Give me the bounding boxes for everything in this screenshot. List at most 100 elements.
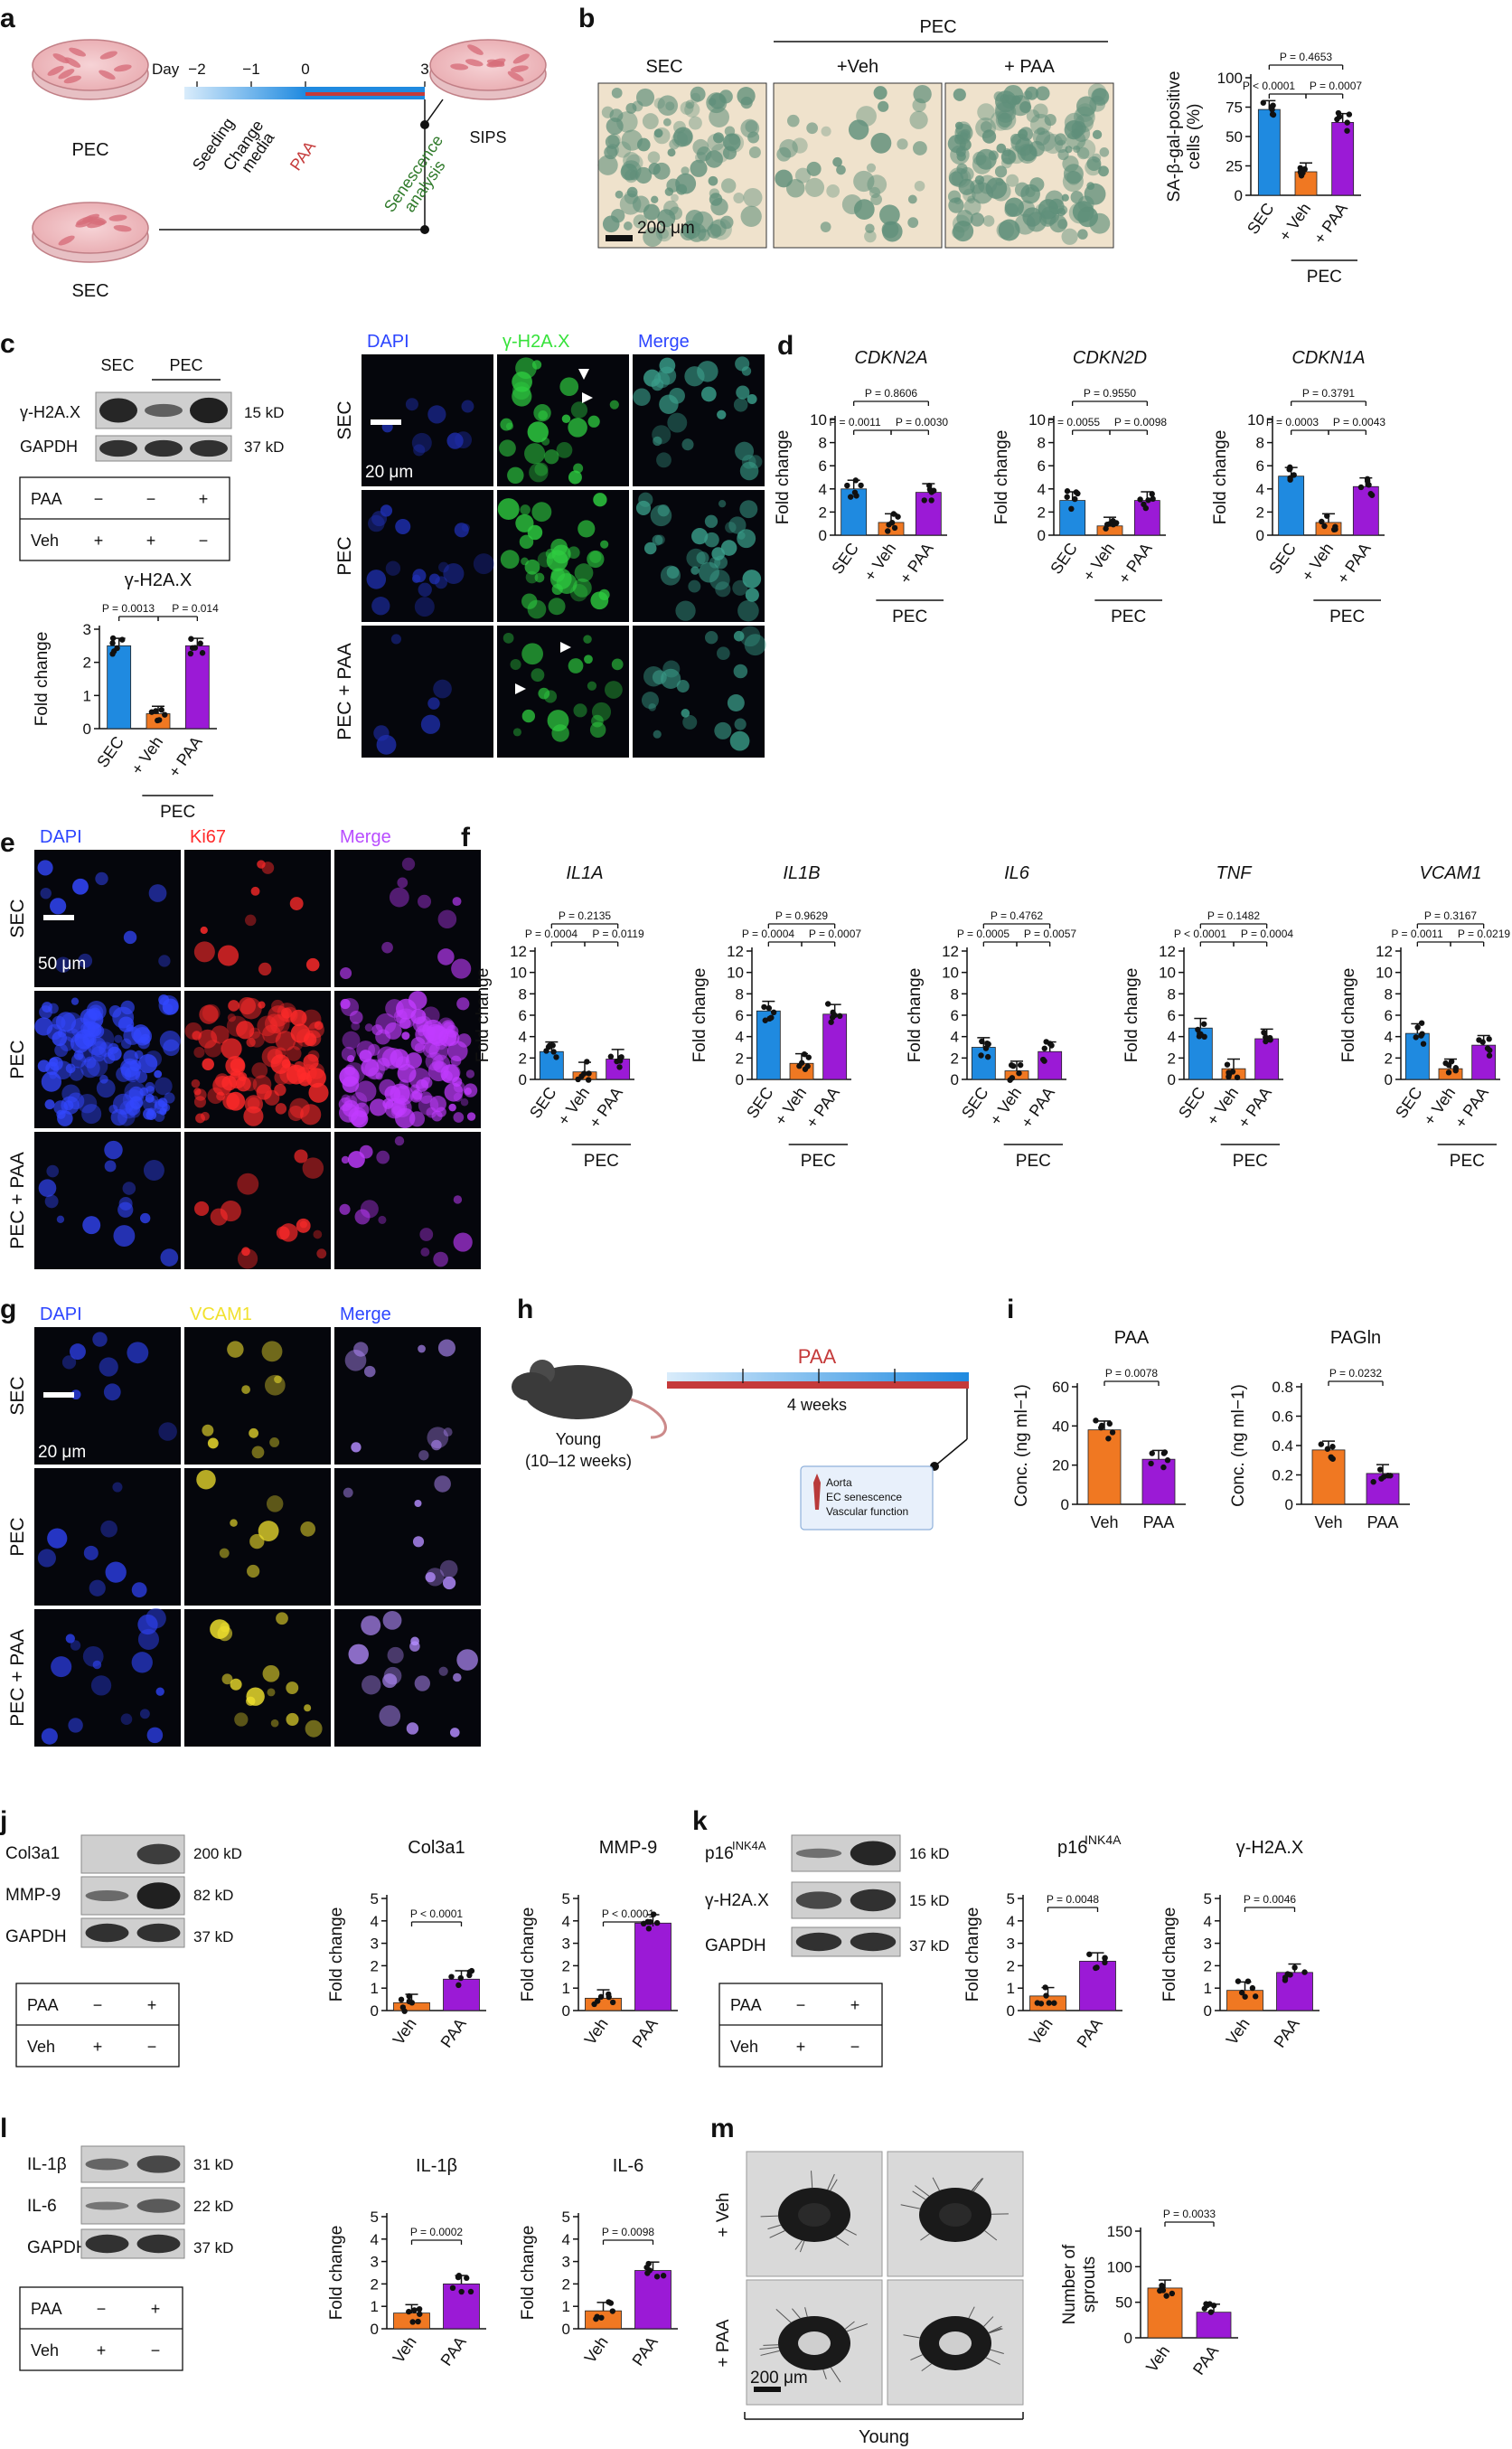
data-point: [1102, 1954, 1108, 1961]
cell: [414, 597, 435, 617]
cell-shape: [47, 65, 64, 76]
cell: [953, 221, 974, 242]
cell: [146, 1086, 155, 1095]
connector: [934, 1438, 968, 1467]
data-point: [982, 1045, 990, 1051]
cell: [720, 540, 737, 556]
y-tick-label: 4: [1256, 481, 1264, 498]
bar-chart-d1: 0 2 4 6 8 10 Fold change SEC+ Veh+ PAA CDKN2A P =…: [774, 348, 948, 626]
y-tick-label: 8: [819, 435, 827, 452]
cell: [573, 703, 587, 718]
y-tick-label: 0: [1007, 2002, 1015, 2020]
cell: [196, 1469, 216, 1490]
y-tick-label: 4: [371, 2231, 379, 2248]
cell: [853, 170, 875, 193]
cell: [341, 1094, 351, 1104]
cell: [342, 1076, 360, 1093]
sprout: [984, 2230, 998, 2241]
cell: [856, 106, 877, 127]
panel-letter: c: [0, 329, 15, 359]
image-border: [944, 82, 1114, 249]
data-point: [660, 2273, 667, 2279]
data-point: [1332, 526, 1338, 532]
x-tick-label: PAA: [1073, 2015, 1105, 2051]
bar: [1257, 108, 1281, 196]
cell: [848, 119, 869, 140]
x-tick-label: PAA: [437, 2333, 469, 2369]
blot-band: [136, 1843, 181, 1865]
cell: [958, 178, 975, 195]
cell: [353, 1342, 369, 1357]
data-point: [575, 1076, 581, 1083]
y-tick-label: 5: [371, 2209, 379, 2226]
cell: [453, 1232, 473, 1252]
cell: [779, 138, 798, 158]
p-value: P = 0.0119: [592, 928, 644, 940]
cell: [747, 393, 757, 404]
cell: [832, 156, 842, 167]
blot-strip: [80, 2187, 185, 2225]
blot-strip: [80, 1876, 185, 1916]
cell: [655, 224, 673, 242]
cell: [524, 443, 546, 465]
cell: [982, 215, 995, 227]
cell: [202, 1058, 214, 1070]
y-tick-label: 150: [1107, 2223, 1132, 2240]
bar: [1331, 121, 1355, 196]
data-point: [928, 497, 934, 504]
data-point: [824, 1001, 831, 1007]
cell: [397, 877, 409, 889]
duration-label: 4 weeks: [787, 1396, 847, 1414]
data-point: [1103, 521, 1111, 528]
cell: [348, 1644, 369, 1665]
cell: [436, 1107, 446, 1117]
cell: [39, 1005, 52, 1019]
cell: [216, 1091, 226, 1101]
y-tick-label: 8: [951, 985, 959, 1003]
cell: [635, 88, 655, 107]
cell: [1085, 158, 1102, 176]
data-point: [449, 2284, 456, 2292]
cell: [99, 1357, 118, 1377]
cell: [442, 1576, 456, 1590]
cell: [913, 84, 932, 104]
sprout: [983, 2316, 994, 2327]
cell: [433, 1251, 448, 1267]
cell: [865, 223, 875, 233]
cell: [95, 871, 108, 886]
cell: [193, 1047, 205, 1059]
data-point: [1098, 1425, 1104, 1431]
cell: [653, 162, 671, 180]
x-tick-label: Veh: [390, 2015, 420, 2049]
cell: [638, 492, 653, 507]
data-point: [1017, 1061, 1024, 1069]
cell: [207, 1437, 219, 1449]
cell: [583, 635, 592, 644]
cell: [274, 1069, 289, 1086]
p-value: P = 0.0003: [1266, 416, 1319, 429]
cell: [304, 1704, 312, 1712]
data-point: [1476, 1037, 1482, 1043]
x-tick-label: + Veh: [1275, 200, 1314, 245]
data-point: [1159, 2282, 1165, 2289]
y-axis-label: Conc. (ng ml−1): [1012, 1384, 1031, 1507]
bar-chart-d2: 0 2 4 6 8 10 Fold change SEC+ Veh+ PAA CDKN2D P =…: [992, 348, 1167, 626]
cell: [420, 714, 441, 734]
y-tick-label: 6: [519, 1007, 527, 1024]
bar: [1276, 1972, 1313, 2011]
cell: [154, 1110, 165, 1122]
cell: [742, 570, 762, 589]
cell: [398, 1095, 406, 1103]
x-tick-label: SEC: [1047, 540, 1081, 578]
cell: [200, 926, 208, 935]
cell: [437, 909, 457, 929]
cell: [401, 857, 416, 871]
cell: [306, 1068, 326, 1088]
y-tick-label: 12: [1159, 943, 1176, 960]
cell: [524, 559, 540, 575]
cell: [606, 143, 619, 157]
cell: [194, 1088, 207, 1101]
cell: [1037, 127, 1046, 136]
row-label: + PAA: [714, 2319, 733, 2367]
